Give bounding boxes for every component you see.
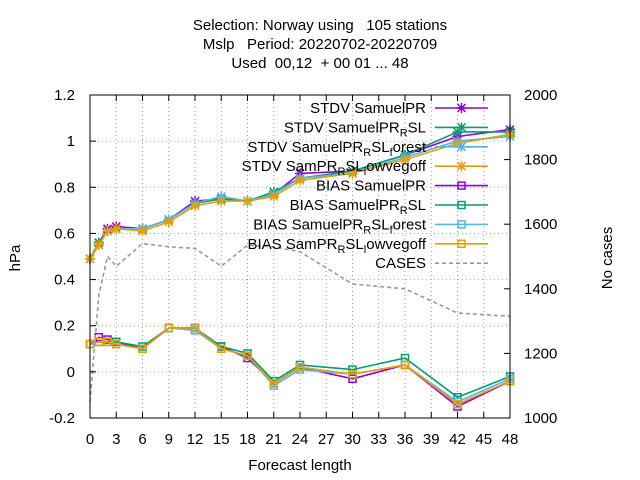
- data-point: [216, 196, 227, 207]
- legend-label: BIAS SamuelPRRSLforest: [253, 216, 427, 236]
- legend-label: BIAS SamPRRSLlowvegoff: [247, 236, 426, 256]
- y2-tick-label: 1200: [524, 345, 557, 362]
- chart-title-line-1: Selection: Norway using 105 stations: [192, 17, 448, 34]
- legend-label: STDV SamuelPRRSLforest: [247, 139, 426, 159]
- data-point: [295, 175, 305, 186]
- legend-label: STDV SamuelPR: [310, 100, 426, 117]
- data-point: [348, 374, 357, 384]
- y2-tick-label: 1600: [524, 216, 557, 233]
- series-9: [89, 242, 511, 402]
- data-point: [348, 369, 357, 379]
- y-tick-label: 1.2: [54, 87, 75, 104]
- x-tick-label: 12: [187, 431, 204, 448]
- data-point: [137, 226, 148, 237]
- y-tick-label: 0: [67, 364, 75, 381]
- x-tick-label: 42: [449, 431, 466, 448]
- y-axis-label: hPa: [7, 244, 24, 271]
- data-point: [456, 103, 467, 113]
- series-line: [89, 242, 511, 402]
- data-point: [457, 200, 466, 210]
- legend-label: BIAS SamuelPRRSL: [290, 197, 426, 217]
- chart-title-line-2: Mslp Period: 20220702-20220709: [202, 36, 438, 53]
- x-tick-label: 15: [213, 431, 230, 448]
- axis-ticks: 0 3 6 9 12 15 18 21 24 27 30 33 36 39 42 45 48-0.200.20.…: [49, 87, 557, 448]
- data-point: [400, 360, 410, 370]
- series-4: [85, 129, 515, 264]
- series-line: [89, 327, 511, 399]
- y-tick-label: 1: [67, 133, 75, 150]
- x-tick-label: 33: [370, 431, 387, 448]
- x-tick-label: 9: [165, 431, 173, 448]
- data-point: [164, 323, 173, 333]
- data-point: [456, 161, 467, 172]
- y-tick-label: 0.8: [54, 179, 75, 196]
- y2-tick-label: 1800: [524, 152, 557, 169]
- legend-label: CASES: [375, 255, 426, 272]
- data-point: [217, 344, 226, 354]
- y2-tick-label: 2000: [524, 87, 557, 104]
- data-point: [453, 399, 462, 409]
- legend-label: BIAS SamuelPR: [316, 178, 426, 195]
- x-tick-label: 36: [397, 431, 414, 448]
- data-point: [348, 365, 357, 374]
- y-tick-label: 0.4: [54, 272, 75, 289]
- data-point: [102, 226, 113, 237]
- x-tick-label: 27: [318, 431, 335, 448]
- y2-tick-label: 1400: [524, 281, 557, 298]
- y-tick-label: -0.2: [49, 410, 75, 427]
- data-point: [456, 122, 467, 133]
- data-point: [242, 196, 253, 207]
- series-layer: [85, 124, 515, 411]
- data-point: [163, 216, 174, 227]
- x-tick-label: 3: [112, 431, 120, 448]
- data-point: [111, 223, 122, 234]
- data-point: [112, 339, 121, 349]
- data-point: [268, 191, 279, 202]
- data-point: [94, 337, 103, 347]
- data-point: [190, 323, 200, 333]
- x-tick-label: 30: [344, 431, 361, 448]
- data-point: [138, 344, 147, 354]
- x-tick-label: 6: [138, 431, 146, 448]
- x-tick-label: 0: [86, 431, 94, 448]
- y2-axis-label: No cases: [599, 227, 616, 290]
- y-tick-label: 0.6: [54, 225, 75, 242]
- x-tick-label: 48: [502, 431, 519, 448]
- data-point: [457, 220, 466, 229]
- y2-tick-label: 1000: [524, 410, 557, 427]
- legend-label: STDV SamuelPRRSL: [284, 119, 426, 139]
- data-point: [190, 200, 200, 211]
- data-point: [243, 351, 252, 360]
- data-point: [269, 379, 278, 388]
- x-tick-label: 39: [423, 431, 440, 448]
- x-tick-label: 18: [239, 431, 256, 448]
- data-point: [103, 337, 112, 347]
- legend-label: STDV SamPRRSLlowvegoff: [242, 158, 427, 178]
- x-axis-label: Forecast length: [248, 457, 351, 474]
- data-point: [456, 141, 467, 152]
- chart-title-line-3: Used 00,12 + 00 01 ... 48: [231, 55, 409, 72]
- y-tick-label: 0.2: [54, 318, 75, 335]
- data-point: [457, 181, 466, 190]
- data-point: [347, 168, 358, 179]
- series-8: [85, 323, 515, 409]
- data-point: [457, 239, 466, 249]
- data-point: [295, 362, 305, 372]
- data-point: [93, 239, 104, 250]
- data-point: [400, 154, 410, 165]
- x-tick-label: 45: [475, 431, 492, 448]
- x-tick-label: 21: [265, 431, 282, 448]
- x-tick-label: 24: [292, 431, 309, 448]
